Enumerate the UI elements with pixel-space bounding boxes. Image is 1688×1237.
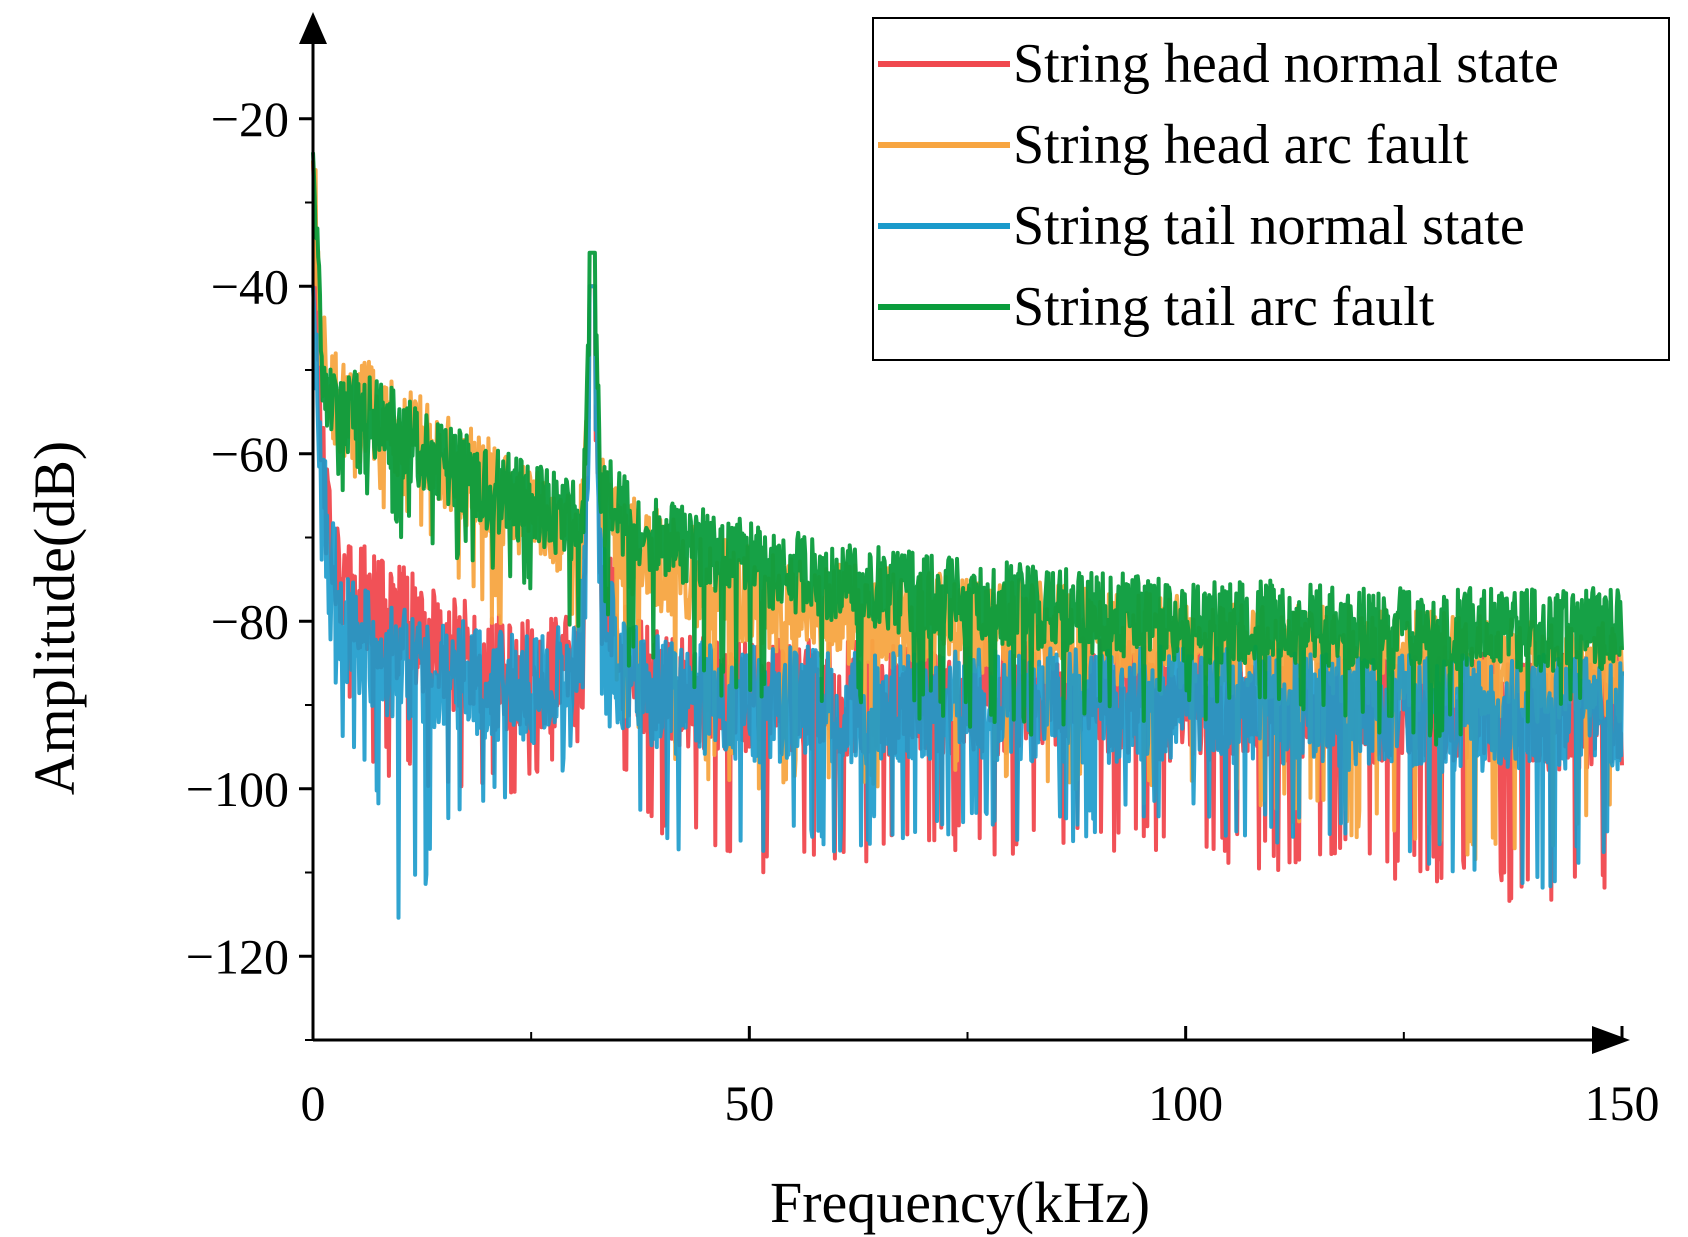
- x-axis-arrow-icon: [1592, 1026, 1630, 1054]
- y-tick-label: −20: [211, 91, 289, 147]
- legend-label: String tail arc fault: [1013, 276, 1435, 338]
- series-line: [311, 152, 1624, 747]
- legend-label: String tail normal state: [1013, 195, 1525, 257]
- x-ticks: 0 50 100 150: [301, 1026, 1660, 1131]
- x-axis-title: Frequency(kHz): [770, 1170, 1150, 1235]
- y-tick-label: −120: [186, 928, 289, 984]
- legend-box: [872, 17, 1670, 361]
- y-tick-label: −80: [211, 593, 289, 649]
- plot-area: [311, 152, 1624, 920]
- y-axis-title: Amplitude(dB): [22, 441, 87, 795]
- x-tick-label: 100: [1148, 1075, 1223, 1131]
- x-tick-label: 150: [1585, 1075, 1660, 1131]
- y-ticks: −20 −40 −60 −80 −100 −120: [186, 91, 313, 1041]
- y-tick-label: −100: [186, 761, 289, 817]
- y-tick-label: −40: [211, 258, 289, 314]
- x-tick-label: 50: [724, 1075, 774, 1131]
- y-axis-arrow-icon: [299, 12, 327, 44]
- y-tick-label: −60: [211, 426, 289, 482]
- series-line: [311, 284, 1624, 920]
- x-tick-label: 0: [301, 1075, 326, 1131]
- legend-label: String head arc fault: [1013, 114, 1469, 176]
- legend-label: String head normal state: [1013, 33, 1559, 95]
- legend: String head normal state String head arc …: [872, 17, 1670, 361]
